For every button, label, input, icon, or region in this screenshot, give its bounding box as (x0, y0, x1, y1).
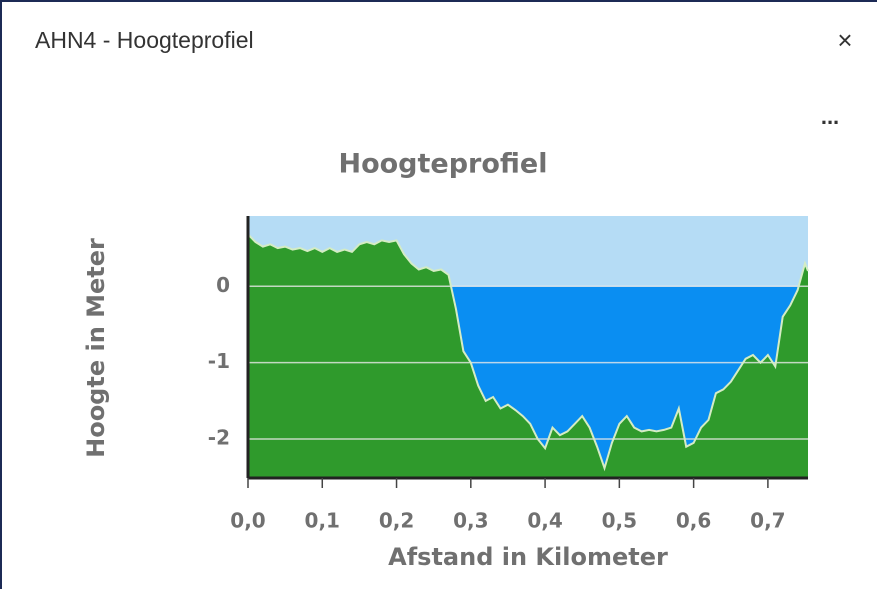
x-tick-label: 0,7 (750, 509, 785, 533)
chart-title: Hoogteprofiel (338, 149, 547, 180)
x-tick-label: 0,3 (453, 509, 488, 533)
x-tick-label: 0,0 (230, 509, 265, 533)
x-axis-label: Afstand in Kilometer (388, 543, 668, 571)
terrain-line (247, 233, 809, 472)
x-tick-label: 0,2 (379, 509, 414, 533)
x-tick-label: 0,5 (602, 509, 637, 533)
y-tick-label: -1 (208, 349, 230, 373)
menu-button[interactable]: ... (821, 104, 839, 129)
y-tick-label: 0 (216, 273, 230, 297)
y-tick-label: -2 (208, 426, 230, 450)
x-tick-label: 0,4 (527, 509, 562, 533)
terrain-area (248, 234, 808, 478)
x-tick-label: 0,1 (305, 509, 340, 533)
window-title: AHN4 - Hoogteprofiel (35, 27, 254, 53)
x-tick-label: 0,6 (676, 509, 711, 533)
y-axis-label: Hoogte in Meter (82, 238, 110, 458)
close-button[interactable]: × (837, 25, 852, 55)
